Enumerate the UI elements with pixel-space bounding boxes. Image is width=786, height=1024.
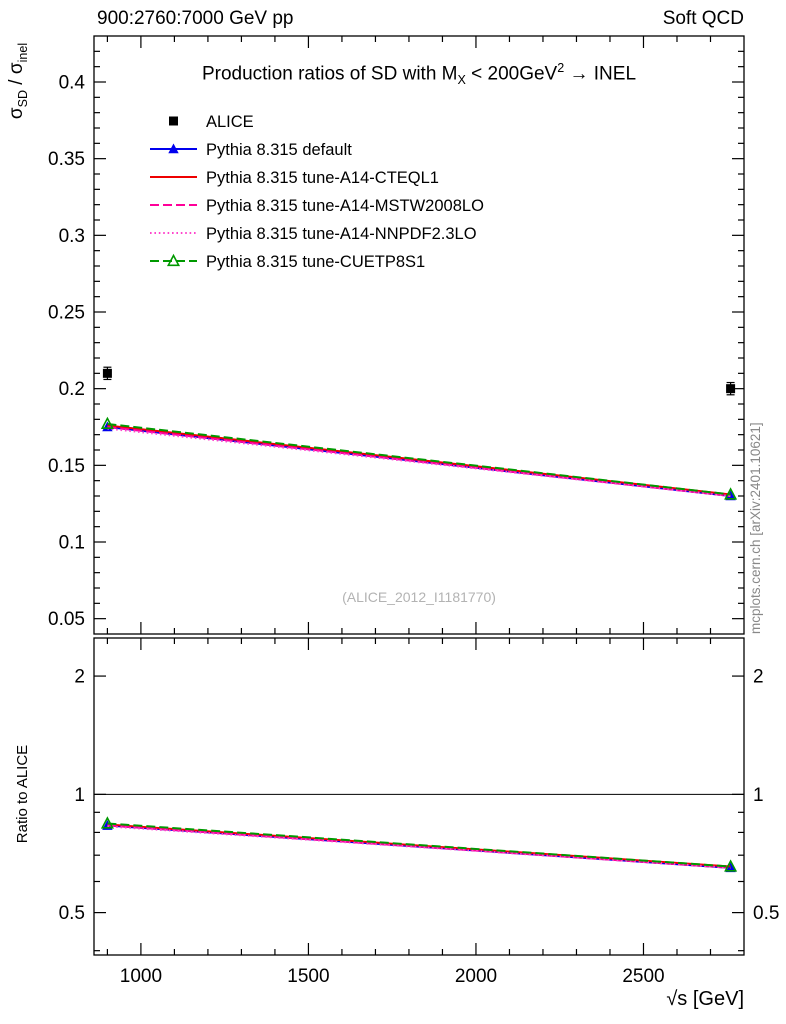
analysis-watermark: (ALICE_2012_I1181770) <box>342 589 496 605</box>
series-alice <box>102 366 736 396</box>
y-axis-sigma2: σ <box>6 62 27 75</box>
series-pythia-8-315-tune-a14-nnpdf2-3lo <box>107 825 731 869</box>
y-axis-sigma1: σ <box>6 107 27 120</box>
svg-text:0.5: 0.5 <box>59 903 85 924</box>
svg-text:Pythia 8.315 tune-A14-MSTW2008: Pythia 8.315 tune-A14-MSTW2008LO <box>206 197 484 215</box>
svg-text:0.15: 0.15 <box>48 456 85 477</box>
series-pythia-8-315-tune-cuetp8s1 <box>100 816 738 872</box>
legend-item: Pythia 8.315 default <box>150 141 352 159</box>
header-process-group: Soft QCD <box>662 8 744 29</box>
svg-text:2000: 2000 <box>455 966 497 987</box>
svg-text:0.4: 0.4 <box>59 73 86 94</box>
legend-item: Pythia 8.315 tune-A14-NNPDF2.3LO <box>150 225 477 243</box>
y-axis-sub-inel: inel <box>15 42 30 63</box>
svg-text:0.5: 0.5 <box>753 903 779 924</box>
svg-text:Pythia 8.315 tune-CUETP8S1: Pythia 8.315 tune-CUETP8S1 <box>206 253 425 271</box>
svg-text:Pythia 8.315 default: Pythia 8.315 default <box>206 141 352 159</box>
plot-title-mid: < 200GeV <box>465 63 558 85</box>
svg-text:2500: 2500 <box>622 966 664 987</box>
series-pythia-8-315-tune-cuetp8s1 <box>100 416 738 500</box>
plot-title-sup: 2 <box>557 61 565 75</box>
legend: ALICE Pythia 8.315 default Pythia 8.315 tu… <box>150 113 484 271</box>
svg-text:0.2: 0.2 <box>59 379 85 400</box>
y-axis-label: σSD / σinel <box>6 22 30 140</box>
main-panel: 0.05 0.1 0.15 0.2 0.25 0.3 0.35 0.4 <box>48 35 745 635</box>
svg-text:1: 1 <box>753 785 764 806</box>
svg-text:0.1: 0.1 <box>59 533 85 554</box>
ratio-axis-label: Ratio to ALICE <box>14 744 31 844</box>
plot-title-prefix: Production ratios of SD with M <box>201 63 458 85</box>
svg-text:1000: 1000 <box>120 966 162 987</box>
svg-text:Pythia 8.315 tune-A14-CTEQL1: Pythia 8.315 tune-A14-CTEQL1 <box>206 169 439 187</box>
svg-text:0.25: 0.25 <box>48 303 85 324</box>
svg-text:1: 1 <box>74 785 85 806</box>
svg-text:0.05: 0.05 <box>48 609 85 630</box>
mcplots-citation: mcplots.cern.ch [arXiv:2401.10621] <box>748 422 763 634</box>
svg-text:ALICE: ALICE <box>206 113 254 131</box>
legend-item: Pythia 8.315 tune-A14-CTEQL1 <box>150 169 439 187</box>
legend-item: ALICE <box>169 113 254 131</box>
plot-title-suffix: → INEL <box>564 63 637 85</box>
svg-text:2: 2 <box>74 667 85 688</box>
legend-item: Pythia 8.315 tune-CUETP8S1 <box>150 253 425 271</box>
svg-text:2: 2 <box>753 667 764 688</box>
svg-text:1500: 1500 <box>287 966 329 987</box>
svg-text:0.3: 0.3 <box>59 226 85 247</box>
plot-title: Production ratios of SD with MX < 200GeV… <box>94 61 744 87</box>
y-axis-sub-sd: SD <box>15 89 30 108</box>
x-axis-label: √s [GeV] <box>666 988 744 1010</box>
y-axis-divider: / <box>6 74 27 90</box>
series-pythia-8-315-tune-a14-nnpdf2-3lo <box>107 427 731 497</box>
legend-item: Pythia 8.315 tune-A14-MSTW2008LO <box>150 197 484 215</box>
svg-text:Pythia 8.315 tune-A14-NNPDF2.3: Pythia 8.315 tune-A14-NNPDF2.3LO <box>206 225 477 243</box>
ratio-panel: 1000 1500 2000 2500 0.5 0.5 1 1 2 2 <box>59 637 779 987</box>
svg-text:0.35: 0.35 <box>48 149 85 170</box>
header-beam-energies: 900:2760:7000 GeV pp <box>97 8 294 29</box>
plot-title-sub: X <box>457 73 466 88</box>
